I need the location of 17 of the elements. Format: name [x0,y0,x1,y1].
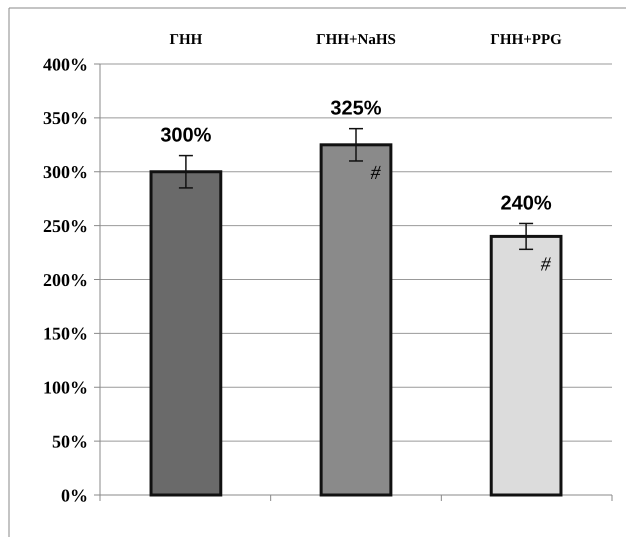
y-tick-label: 400% [43,54,88,74]
data-label: 240% [500,192,552,214]
y-tick-label: 250% [43,216,88,236]
x-tick-label: ГНН+PPG [490,32,562,48]
y-tick-label: 200% [43,270,88,290]
data-label: 300% [160,124,212,147]
annotation: # [370,162,382,184]
annotation: # [540,254,552,276]
y-tick-label: 50% [52,431,88,452]
data-label: 325% [330,98,382,120]
y-tick-label: 100% [43,378,88,398]
y-tick-label: 300% [43,162,88,182]
y-tick-label: 0% [61,485,88,506]
y-tick-label: 350% [43,108,88,128]
x-tick-label: ГНН [169,32,203,48]
x-tick-label: ГНН+NaHS [316,32,396,48]
y-tick-label: 150% [43,324,88,344]
